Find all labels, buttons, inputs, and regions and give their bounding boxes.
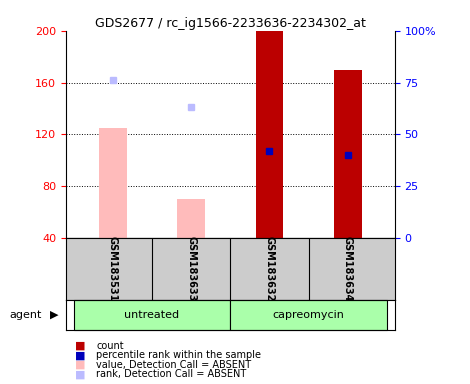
Text: count: count	[96, 341, 124, 351]
Bar	[334, 70, 361, 238]
Bar	[178, 199, 205, 238]
Text: agent: agent	[9, 310, 42, 320]
Text: ■: ■	[75, 350, 86, 360]
Text: GSM183632: GSM183632	[265, 236, 274, 301]
Text: untreated: untreated	[125, 310, 180, 320]
Bar	[99, 128, 126, 238]
Text: percentile rank within the sample: percentile rank within the sample	[96, 350, 261, 360]
Bar	[230, 300, 387, 330]
Text: ■: ■	[75, 369, 86, 379]
Title: GDS2677 / rc_ig1566-2233636-2234302_at: GDS2677 / rc_ig1566-2233636-2234302_at	[95, 17, 366, 30]
Text: capreomycin: capreomycin	[273, 310, 345, 320]
Bar	[74, 300, 230, 330]
Bar	[256, 31, 283, 238]
Text: GSM183634: GSM183634	[343, 236, 353, 301]
Text: ■: ■	[75, 341, 86, 351]
Text: GSM183633: GSM183633	[186, 236, 196, 301]
Text: rank, Detection Call = ABSENT: rank, Detection Call = ABSENT	[96, 369, 247, 379]
Text: ■: ■	[75, 360, 86, 370]
Text: ▶: ▶	[50, 310, 58, 320]
Text: value, Detection Call = ABSENT: value, Detection Call = ABSENT	[96, 360, 251, 370]
Text: GSM183531: GSM183531	[108, 236, 118, 301]
